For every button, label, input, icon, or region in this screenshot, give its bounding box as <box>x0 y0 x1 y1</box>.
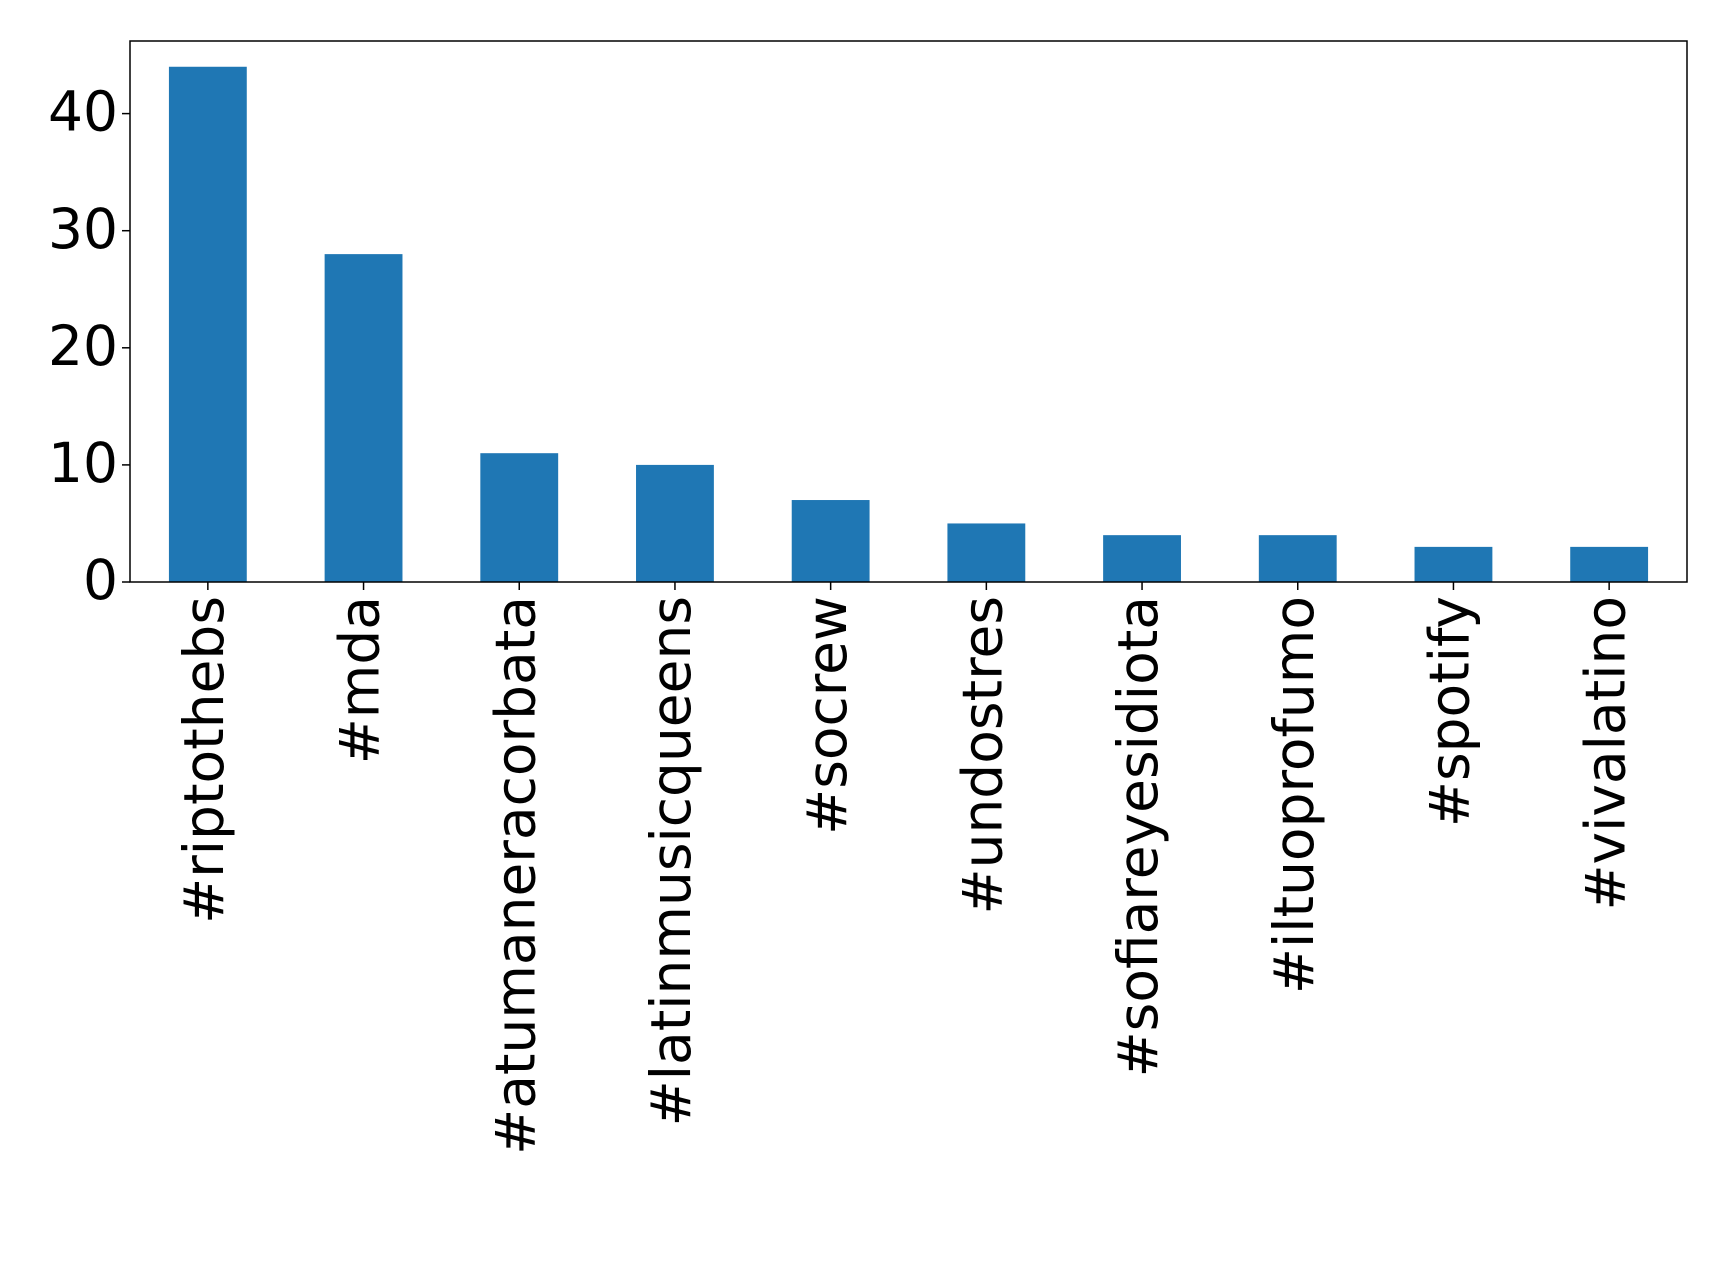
plot-frame <box>129 40 1688 583</box>
bar <box>1103 535 1181 582</box>
y-tick-label: 30 <box>48 197 118 261</box>
x-tick-label: #spotify <box>1418 596 1482 827</box>
x-tick-label: #iltuoprofumo <box>1262 596 1326 994</box>
x-tick-label: #riptothebs <box>172 596 236 924</box>
y-tick-label: 40 <box>48 80 118 144</box>
bar <box>636 464 714 582</box>
x-tick-label: #sofiareyesidiota <box>1106 596 1170 1077</box>
x-tick-label: #atumaneracorbata <box>483 596 547 1155</box>
x-tick-label: #vivalatino <box>1573 596 1637 911</box>
x-tick-label: #latinmusicqueens <box>639 596 703 1126</box>
x-tick-label: #mda <box>328 596 392 764</box>
bar <box>947 523 1026 582</box>
bar <box>324 254 403 582</box>
bar <box>791 500 870 582</box>
y-tick-label: 0 <box>83 548 118 612</box>
y-tick-label: 20 <box>48 314 118 378</box>
bar <box>1258 535 1337 582</box>
x-tick-label: #undostres <box>950 596 1014 914</box>
bar <box>168 66 247 582</box>
bar <box>1414 546 1493 582</box>
bar <box>480 453 559 582</box>
y-tick-label: 10 <box>48 431 118 495</box>
bar <box>1570 546 1649 582</box>
x-tick-label: #socrew <box>795 596 859 835</box>
